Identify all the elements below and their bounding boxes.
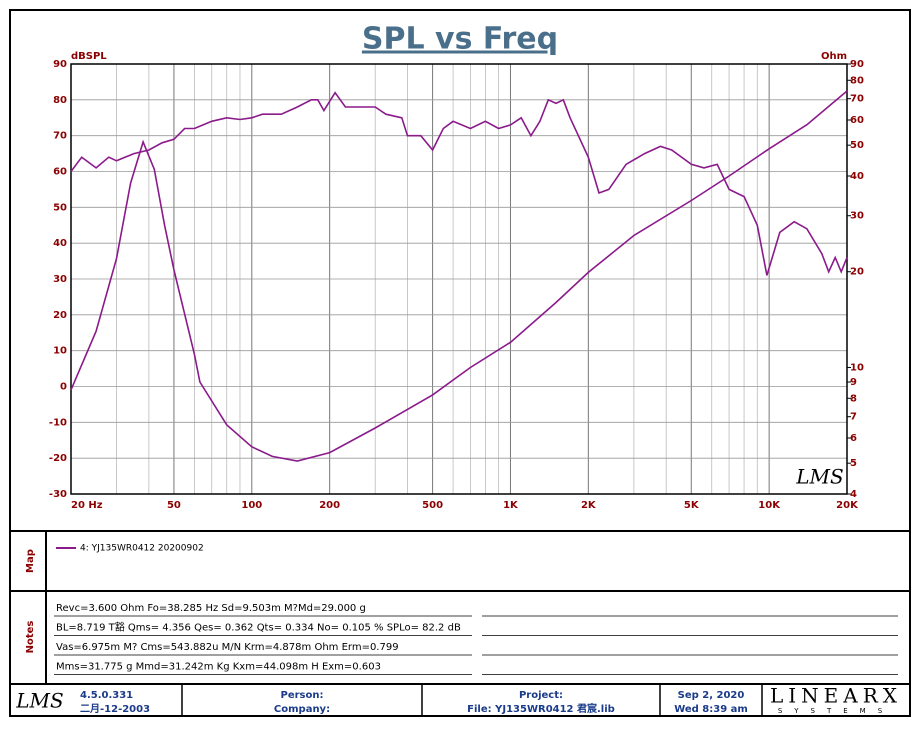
y2-tick-label: 60 (850, 115, 864, 126)
y2-tick-label: 6 (850, 433, 857, 444)
y-tick-label: 30 (53, 274, 67, 285)
company: Company: (274, 704, 330, 715)
x-tick-label: 50 (167, 500, 181, 511)
x-tick-label: 5K (684, 500, 700, 511)
y2-tick-label: 30 (850, 211, 864, 222)
y-tick-label: 40 (53, 238, 67, 249)
note-line: Revc=3.600 Ohm Fo=38.285 Hz Sd=9.503m M?… (56, 603, 366, 614)
logo: LMS (15, 689, 63, 713)
y2-tick-label: 9 (850, 377, 857, 388)
person: Person: (281, 690, 324, 701)
project: Project: (519, 690, 563, 701)
y-tick-label: 80 (53, 95, 67, 106)
note-line: BL=8.719 T豁 Qms= 4.356 Qes= 0.362 Qts= 0… (56, 621, 461, 634)
y2-tick-label: 7 (850, 412, 857, 423)
y2-tick-label: 4 (850, 489, 857, 500)
x-tick-label: 20 Hz (71, 500, 103, 511)
footer: LMS 4.5.0.331 二月-12-2003 Person: Company… (15, 684, 902, 716)
y-tick-label: -20 (49, 453, 67, 464)
y-tick-label: 10 (53, 346, 67, 357)
y2-tick-label: 90 (850, 59, 864, 70)
brand: LINEARX (770, 684, 902, 708)
y-axis-label: dBSPL (71, 51, 107, 62)
y2-tick-label: 70 (850, 94, 864, 105)
series-line (70, 91, 848, 276)
x-tick-label: 500 (422, 500, 443, 511)
y-tick-label: 20 (53, 310, 67, 321)
y-tick-label: 0 (60, 382, 67, 393)
y2-tick-label: 10 (850, 362, 864, 373)
y2-tick-label: 50 (850, 140, 864, 151)
x-tick-label: 10K (758, 500, 781, 511)
print-time: Wed 8:39 am (674, 704, 748, 715)
y-tick-label: -30 (49, 489, 67, 500)
legend-label: 4: YJ135WR0412 20200902 (80, 544, 204, 554)
print-date: Sep 2, 2020 (678, 690, 745, 701)
y-tick-label: 50 (53, 202, 67, 213)
y-tick-label: 90 (53, 59, 67, 70)
x-tick-label: 1K (503, 500, 519, 511)
y2-tick-label: 20 (850, 267, 864, 278)
map-label: Map (25, 549, 36, 573)
x-tick-label: 20K (836, 500, 859, 511)
y-tick-label: -10 (49, 417, 67, 428)
notes-label: Notes (25, 621, 36, 654)
y2-axis-label: Ohm (821, 51, 847, 62)
note-line: Mms=31.775 g Mmd=31.242m Kg Kxm=44.098m … (56, 662, 381, 673)
chart-title: SPL vs Freq (362, 22, 558, 57)
date: 二月-12-2003 (80, 703, 150, 715)
watermark: LMS (795, 465, 843, 489)
version: 4.5.0.331 (80, 690, 133, 701)
series-line (70, 90, 848, 462)
note-line: Vas=6.975m M? Cms=543.882u M/N Krm=4.878… (56, 642, 399, 653)
y2-tick-label: 80 (850, 75, 864, 86)
y-tick-label: 70 (53, 131, 67, 142)
plot-frame (70, 63, 848, 495)
x-tick-label: 200 (319, 500, 340, 511)
x-tick-label: 2K (581, 500, 597, 511)
y-tick-label: 60 (53, 167, 67, 178)
x-tick-label: 100 (241, 500, 262, 511)
y2-tick-label: 5 (850, 458, 857, 469)
frame (9, 9, 911, 717)
file: File: YJ135WR0412 君宸.lib (467, 702, 615, 715)
brand-sub: SYSTEMS (778, 707, 894, 715)
y2-tick-label: 40 (850, 171, 864, 182)
y2-tick-label: 8 (850, 393, 857, 404)
